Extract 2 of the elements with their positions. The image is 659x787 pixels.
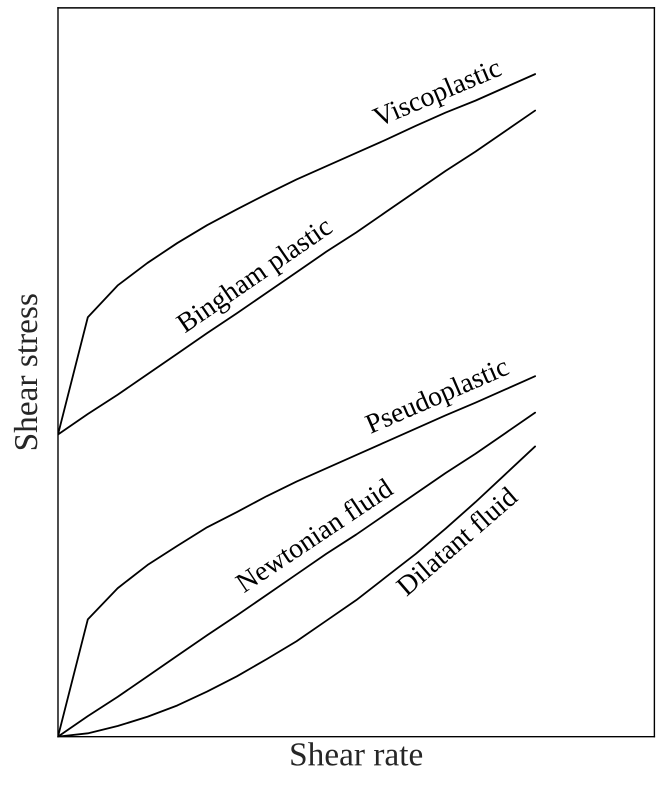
x-axis-title: Shear rate bbox=[291, 742, 422, 766]
y-axis-title: Shear stress bbox=[14, 294, 38, 450]
